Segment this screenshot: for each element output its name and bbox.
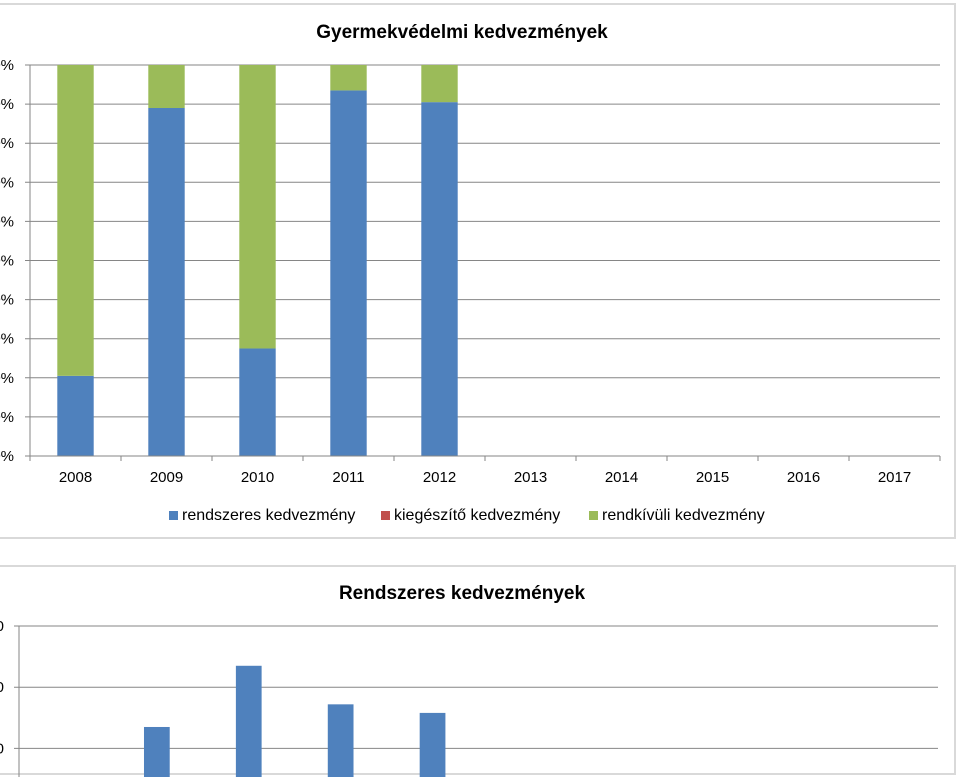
y-tick-label: 0% [0,370,14,387]
bar-2010-series-0 [239,348,276,456]
bar-2009-series-2 [148,65,185,109]
chart-regular-benefits-svg: Rendszeres kedvezmények 0 0 0 [0,583,938,777]
x-tick-label: 2009 [150,469,183,486]
y-tick-label: 0% [0,96,14,113]
bar-2008-series-0 [57,375,94,456]
legend-label: kiegészítő kedvezmény [394,507,560,524]
bar-2012 [419,712,446,777]
legend-label: rendkívüli kedvezmény [602,507,765,524]
y-tick-label: 0 [0,740,4,757]
y-tick-label: 0% [0,135,14,152]
bar-2011 [327,704,354,777]
bar-2008-series-2 [57,65,94,376]
bar-2012-series-0 [421,102,458,457]
chart-child-protection-benefits-svg: Gyermekvédelmi kedvezmények 0% 0% 0% 0% 0% 0%… [0,22,941,524]
chart-title: Gyermekvédelmi kedvezmények [316,22,608,43]
y-tick-label: 0% [0,409,14,426]
x-tick-label: 2015 [696,469,729,486]
x-tick-label: 2014 [605,469,638,486]
x-tick-label: 2013 [514,469,547,486]
bar-2010 [235,665,262,777]
y-tick-label: 0% [0,253,14,270]
chart-title: Rendszeres kedvezmények [339,583,586,604]
x-tick-label: 2016 [787,469,820,486]
chart-regular-benefits: Rendszeres kedvezmények 0 0 0 [0,565,956,777]
chart-child-protection-benefits: Gyermekvédelmi kedvezmények 0% 0% 0% 0% 0% 0%… [0,3,956,539]
bar-2012-series-2 [421,65,458,103]
x-tick-label: 2017 [878,469,911,486]
legend-label: rendszeres kedvezmény [182,507,355,524]
bar-2011-series-2 [330,65,367,91]
legend-swatch [169,511,178,520]
x-tick-label: 2011 [332,469,364,486]
x-tick-label: 2012 [423,469,456,486]
x-tick-label: 2008 [59,469,92,486]
y-tick-label: 0% [0,57,14,74]
x-tick-label: 2010 [241,469,274,486]
y-tick-label: 0% [0,331,14,348]
legend-swatch [589,511,598,520]
legend-swatch [381,511,390,520]
y-tick-label: 0 [0,618,4,635]
y-tick-label: 0% [0,174,14,191]
y-tick-label: 0% [0,448,14,465]
y-tick-label: 0% [0,292,14,309]
y-tick-label: 0% [0,213,14,230]
bar-2010-series-2 [239,65,276,349]
bar-2011-series-0 [330,90,367,456]
bar-2009-series-0 [148,108,185,456]
bar-2009 [143,726,170,777]
y-tick-label: 0 [0,679,4,696]
